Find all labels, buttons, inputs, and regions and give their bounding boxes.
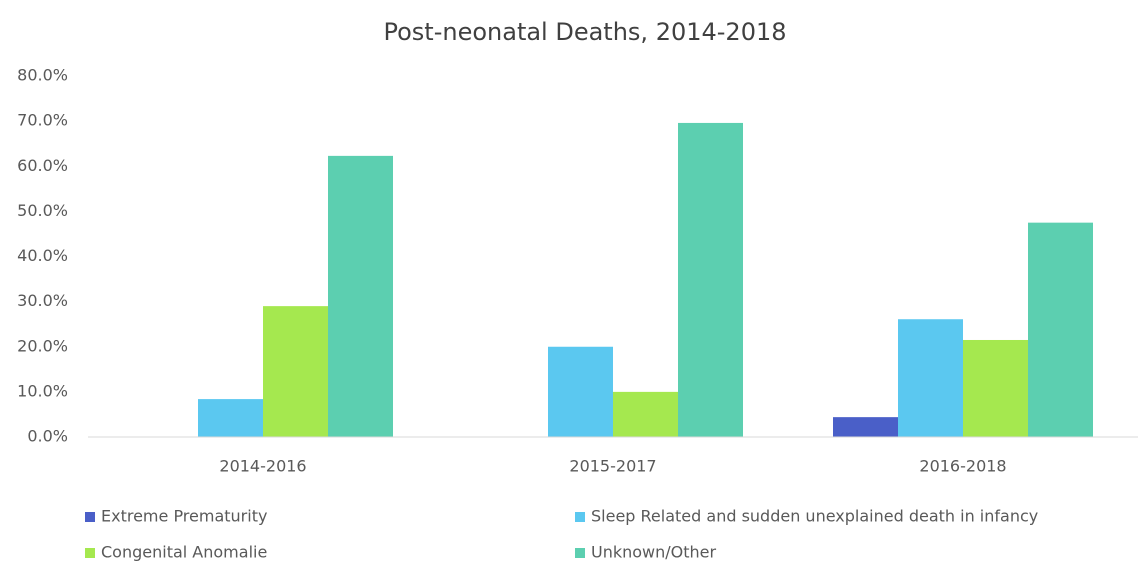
y-tick-label: 60.0% [17, 156, 68, 175]
y-tick-label: 40.0% [17, 246, 68, 265]
legend-label: Extreme Prematurity [101, 507, 267, 526]
bar [548, 346, 613, 437]
y-tick-label: 50.0% [17, 201, 68, 220]
chart-title: Post-neonatal Deaths, 2014-2018 [383, 18, 786, 46]
bar [198, 399, 263, 437]
y-tick-label: 30.0% [17, 291, 68, 310]
bar [263, 306, 328, 437]
y-tick-label: 80.0% [17, 66, 68, 85]
bar [1028, 222, 1093, 437]
legend-swatch [85, 512, 95, 522]
x-tick-label: 2016-2018 [919, 457, 1006, 476]
legend-swatch [575, 548, 585, 558]
legend-label: Sleep Related and sudden unexplained dea… [591, 507, 1038, 526]
bar [328, 155, 393, 437]
legend-label: Congenital Anomalie [101, 543, 267, 562]
y-tick-label: 0.0% [27, 427, 68, 446]
bar [898, 319, 963, 437]
x-tick-label: 2014-2016 [219, 457, 306, 476]
legend-label: Unknown/Other [591, 543, 717, 562]
x-tick-label: 2015-2017 [569, 457, 656, 476]
bar [963, 339, 1028, 437]
y-tick-label: 20.0% [17, 336, 68, 355]
y-tick-label: 10.0% [17, 381, 68, 400]
bar [678, 122, 743, 438]
bar [833, 417, 898, 437]
legend-swatch [575, 512, 585, 522]
bar [613, 391, 678, 437]
legend-swatch [85, 548, 95, 558]
y-tick-label: 70.0% [17, 111, 68, 130]
